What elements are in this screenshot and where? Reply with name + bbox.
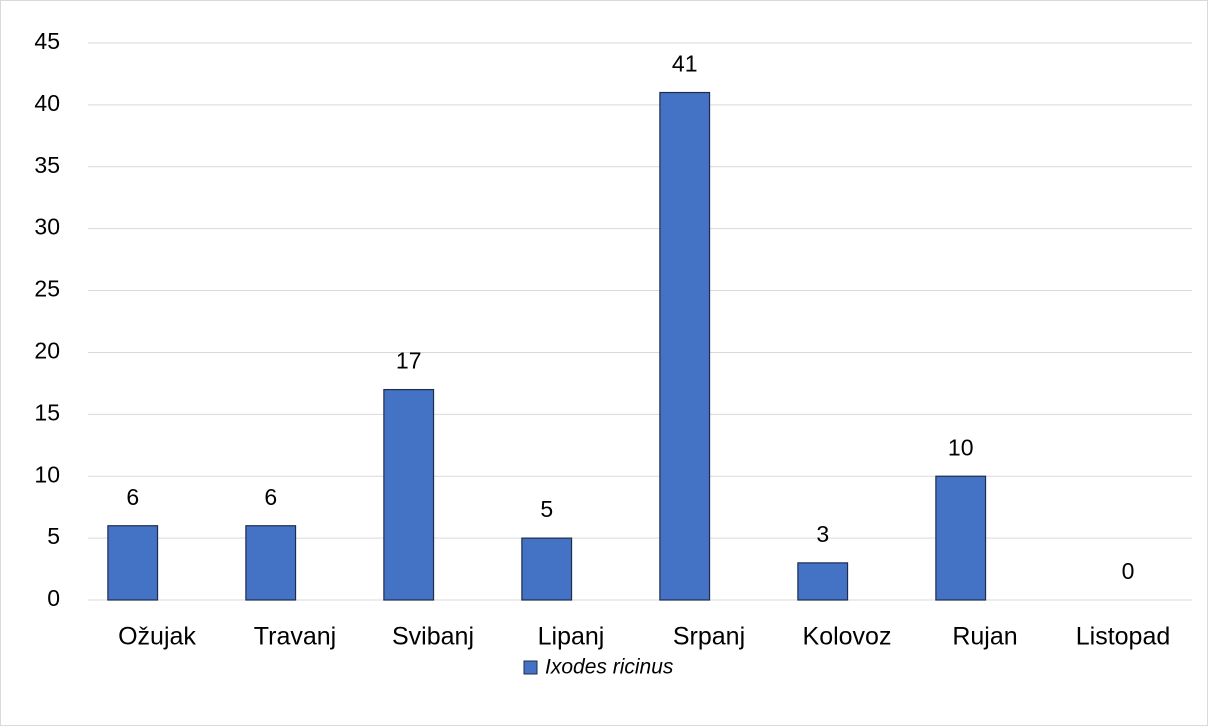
bar [245, 525, 297, 601]
x-tick-label: Rujan [952, 623, 1017, 651]
y-tick-label: 45 [34, 28, 60, 54]
data-label: 6 [264, 484, 277, 510]
y-tick-label: 20 [34, 338, 60, 364]
x-tick-label: Kolovoz [803, 623, 892, 651]
data-label: 0 [1122, 558, 1135, 584]
y-tick-label: 25 [34, 276, 60, 302]
x-tick-label: Srpanj [673, 623, 745, 651]
data-label: 3 [816, 521, 829, 547]
bar [521, 537, 573, 601]
x-tick-label: Lipanj [538, 623, 605, 651]
legend-swatch [523, 660, 538, 675]
legend-label: Ixodes ricinus [545, 656, 674, 679]
x-tick-label: Svibanj [392, 623, 474, 651]
y-tick-label: 40 [34, 90, 60, 116]
bar [107, 525, 159, 601]
bar [797, 562, 849, 601]
bar [935, 475, 987, 601]
data-label: 17 [396, 348, 422, 374]
y-tick-label: 10 [34, 461, 60, 487]
bar [659, 91, 711, 601]
y-tick-label: 35 [34, 152, 60, 178]
x-tick-label: Listopad [1076, 623, 1171, 651]
data-label: 10 [948, 434, 974, 460]
y-tick-label: 5 [47, 523, 60, 549]
y-tick-label: 30 [34, 214, 60, 240]
x-tick-label: Travanj [254, 623, 336, 651]
data-label: 5 [540, 496, 553, 522]
data-label: 6 [126, 484, 139, 510]
x-tick-label: Ožujak [118, 623, 196, 651]
y-tick-label: 0 [47, 585, 60, 611]
bar [383, 388, 435, 601]
data-label: 41 [672, 51, 698, 77]
y-tick-label: 15 [34, 399, 60, 425]
